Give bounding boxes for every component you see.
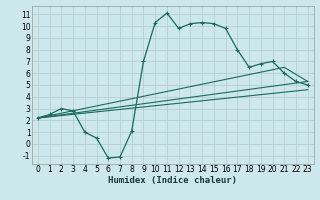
X-axis label: Humidex (Indice chaleur): Humidex (Indice chaleur) [108,176,237,185]
